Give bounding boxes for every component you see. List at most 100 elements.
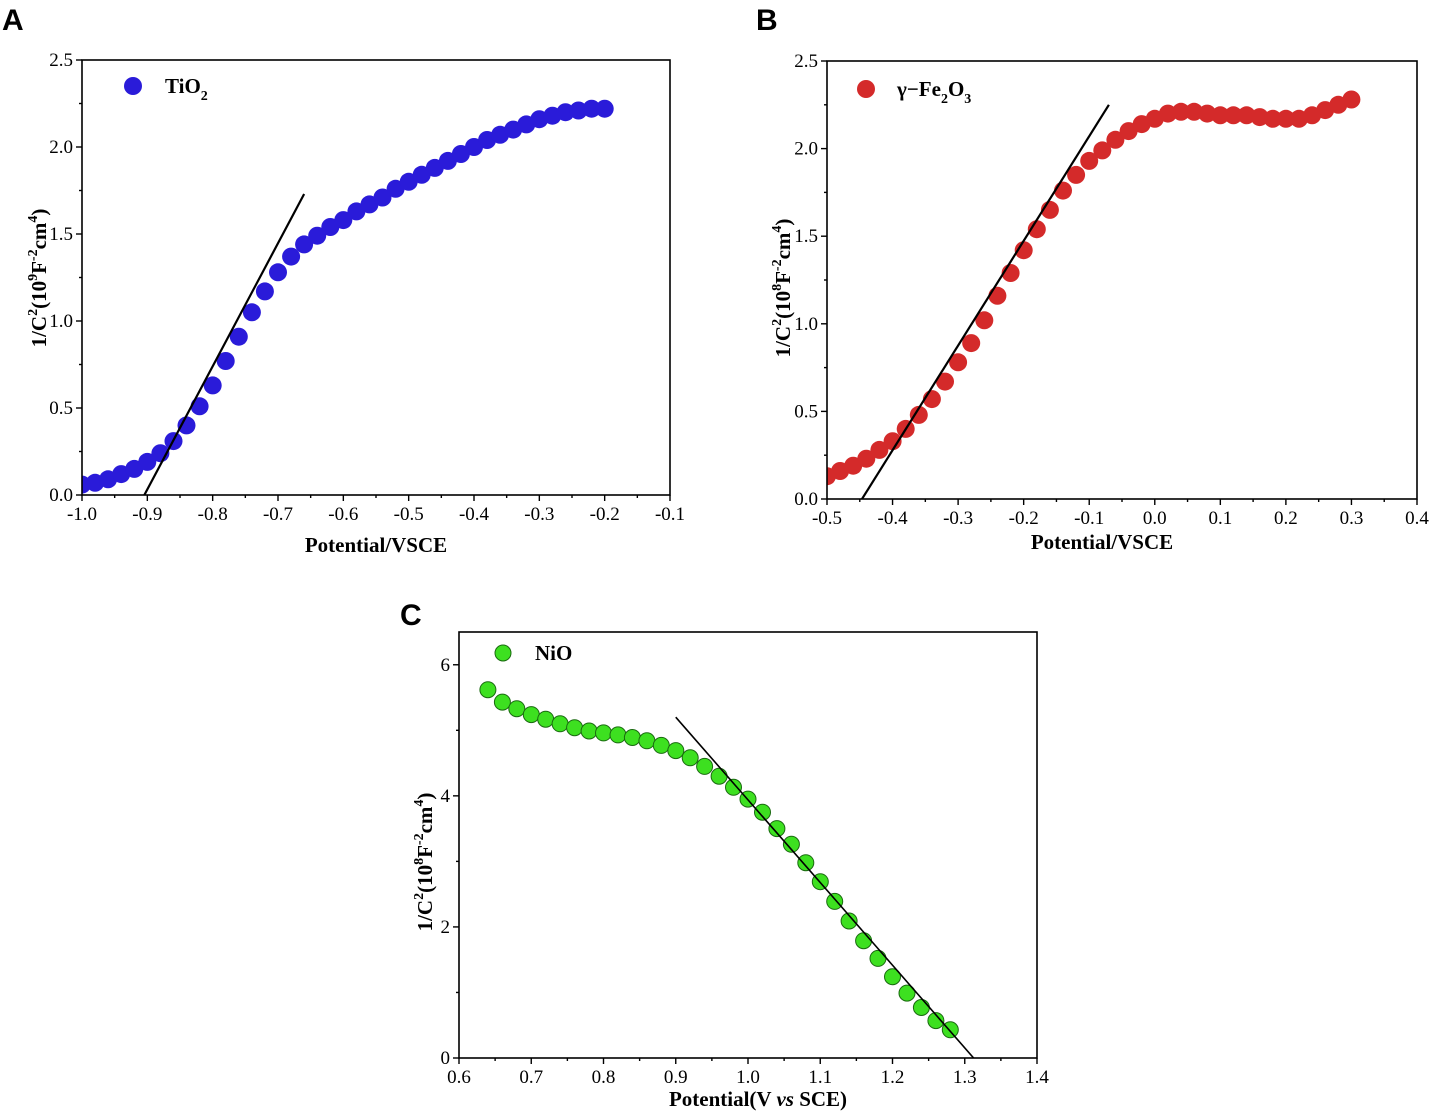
panel-c: C 0.6 0.7 0.8 0.9 1.0 1.1 1.2 1.3 1.4 0 2 4 6 NiO Po… — [400, 599, 1049, 1111]
x-tick-label: 0.9 — [664, 1067, 688, 1088]
y-axis-title-b: 1/C2(108F-2cm4) — [770, 219, 795, 358]
data-point — [962, 334, 981, 353]
data-point — [909, 405, 928, 424]
panel-label-b: B — [756, 4, 778, 37]
y-tick-label: 1.0 — [794, 314, 818, 335]
legend-marker — [857, 80, 875, 98]
data-point — [898, 984, 916, 1002]
data-point — [696, 757, 714, 775]
x-tick-label: -0.2 — [1009, 508, 1039, 529]
data-point — [479, 681, 497, 699]
y-axis-title-a: 1/C2(109F-2cm4) — [26, 209, 51, 348]
data-point — [754, 803, 771, 821]
x-tick-label: -0.7 — [263, 504, 293, 525]
x-tick-label: 0.3 — [1340, 508, 1364, 529]
x-tick-label: -0.6 — [328, 504, 358, 525]
y-tick-label: 0.5 — [794, 401, 818, 422]
data-point — [855, 932, 873, 950]
data-point — [681, 749, 699, 767]
data-point — [1014, 241, 1033, 260]
data-point — [623, 729, 641, 746]
x-axis-title-c: Potential(V vs SCE) — [669, 1087, 847, 1111]
plot-area-b — [827, 90, 1361, 499]
x-tick-label: -0.1 — [655, 504, 685, 525]
data-point — [1106, 130, 1125, 149]
data-point — [869, 949, 887, 967]
axes-frame-a — [81, 59, 671, 496]
data-point — [569, 101, 588, 120]
x-tick-label: -0.5 — [812, 508, 842, 529]
x-tick-label: 0.7 — [519, 1067, 543, 1088]
data-point — [1263, 109, 1282, 128]
legend-label: γ−Fe2O3 — [896, 77, 971, 107]
legend-marker — [494, 644, 512, 662]
x-tick-label: -0.9 — [132, 504, 162, 525]
data-point — [1067, 165, 1086, 184]
data-point — [988, 286, 1007, 305]
x-tick-label: 0.6 — [447, 1067, 471, 1088]
x-tick-label: 1.0 — [736, 1067, 760, 1088]
x-tick-label: 1.2 — [881, 1067, 905, 1088]
data-point — [255, 282, 274, 301]
fit-line — [860, 104, 1110, 499]
data-point — [652, 736, 670, 754]
data-point — [1080, 151, 1099, 170]
y-tick-label: 1.5 — [794, 226, 818, 247]
data-point — [1027, 220, 1046, 239]
data-point — [840, 912, 858, 930]
legend-b: γ−Fe2O3 — [857, 77, 971, 107]
x-tick-label: -0.8 — [198, 504, 228, 525]
panel-label-a: A — [2, 4, 24, 37]
x-axis-title-a: Potential/VSCE — [305, 533, 447, 557]
y-tick-label: 2.5 — [49, 50, 73, 71]
data-point — [667, 742, 685, 760]
x-tick-label: 0.4 — [1405, 508, 1429, 529]
data-point — [949, 353, 968, 372]
data-point — [269, 263, 287, 282]
data-point — [725, 778, 742, 796]
y-tick-label: 2.0 — [49, 137, 73, 158]
x-tick-label: -0.3 — [943, 508, 973, 529]
x-tick-label: -0.5 — [394, 504, 424, 525]
axes-frame-c — [458, 631, 1038, 1059]
data-point — [782, 835, 800, 853]
data-point — [1198, 104, 1217, 123]
fit-line — [675, 716, 975, 1058]
plot-area-c — [479, 681, 975, 1058]
x-tick-label: -0.4 — [459, 504, 490, 525]
data-point — [797, 854, 815, 872]
data-point — [768, 820, 786, 838]
panel-b: B -0.5 -0.4 -0.3 -0.2 -0.1 0.0 0.1 0.2 0.3 0.4 0.0… — [756, 4, 1429, 554]
data-point — [883, 432, 902, 451]
data-point — [229, 327, 248, 346]
data-point — [870, 440, 889, 459]
y-tick-label: 4 — [441, 786, 451, 807]
data-point — [1185, 102, 1204, 121]
x-axis-title-b: Potential/VSCE — [1031, 530, 1173, 554]
y-tick-label: 0 — [441, 1048, 451, 1069]
data-point — [522, 706, 540, 724]
y-tick-label: 0.0 — [794, 489, 818, 510]
data-point — [1093, 141, 1112, 160]
data-point — [216, 352, 235, 370]
legend-label: TiO2 — [165, 74, 208, 104]
x-tick-label: -0.2 — [590, 504, 620, 525]
y-tick-label: 0.0 — [49, 485, 73, 506]
data-point — [857, 449, 876, 468]
y-tick-label: 2.0 — [794, 139, 818, 160]
data-point — [551, 715, 569, 733]
panel-a: A -1.0 -0.9 -0.8 -0.7 -0.6 -0.5 -0.4 -0.3 -0.2 -0… — [2, 4, 685, 557]
data-point — [595, 724, 612, 742]
x-tick-label: 1.3 — [953, 1067, 977, 1088]
ticks-c: 0.6 0.7 0.8 0.9 1.0 1.1 1.2 1.3 1.4 0 2 4 6 — [441, 655, 1050, 1088]
data-point — [177, 416, 196, 435]
x-tick-label: 0.8 — [592, 1067, 616, 1088]
data-point — [710, 767, 728, 785]
x-tick-label: 1.4 — [1025, 1067, 1049, 1088]
data-point — [1237, 106, 1256, 125]
data-point — [582, 99, 601, 118]
data-point — [826, 892, 844, 910]
y-tick-label: 1.0 — [49, 311, 73, 332]
x-tick-label: 0.1 — [1208, 508, 1232, 529]
data-point — [295, 235, 314, 254]
